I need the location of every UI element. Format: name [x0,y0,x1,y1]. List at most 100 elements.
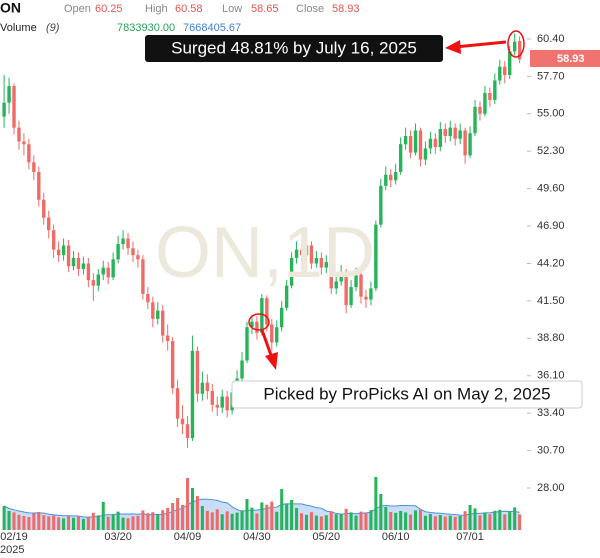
volume-bar [37,512,41,530]
candle-body [146,293,150,303]
volume-bar [12,512,16,530]
candle-body [374,224,378,289]
candle-body [389,174,393,181]
volume-bar [498,509,502,530]
volume-bar [71,517,75,530]
volume-bar [518,514,522,530]
candle-body [71,257,76,267]
volume-bar [300,513,304,530]
candle-body [512,41,517,52]
candle-body [240,360,244,379]
volume-bar [171,503,175,530]
candle-body [508,51,512,75]
volume-bar [260,502,264,530]
candle-body [443,129,447,136]
volume-bar [319,516,323,530]
volume-bar [295,508,299,530]
candle-body [289,257,294,286]
open-value: 60.25 [95,3,123,15]
candle-body [364,296,368,300]
candle-body [185,424,190,439]
candle-body [488,92,492,100]
volume-bar [304,514,308,530]
candle-body [428,138,433,149]
candle-body [275,327,279,343]
x-tick-label: 06/10 [382,531,410,543]
y-tick-label: 28.00 [537,482,565,494]
candle-body [170,341,175,389]
volume-bar [121,517,125,530]
candle-body [483,92,487,114]
candle-body [324,262,329,268]
candle-body [413,130,418,153]
candle-body [111,259,115,278]
candle-body [81,263,86,270]
volume-bar [200,506,204,530]
x-tick-label: 04/30 [243,531,271,543]
candle-body [61,245,66,256]
volume-bar [47,516,51,530]
volume-bar [67,516,71,530]
plot-area: 28.00 30.70 33.40 36.10 38.80 41.50 44.20 46.90… [2,33,565,530]
high-label: High [145,3,168,15]
candle-body [27,144,31,163]
candle-body [116,244,120,260]
candle-body [32,162,36,173]
candle-body [245,327,249,361]
candle-body [250,321,254,328]
price-tag [530,50,600,67]
volume-bar [245,499,249,530]
volume-bar [126,518,130,530]
volume-bar [433,516,437,530]
volume-bar [32,513,36,530]
candle-body [319,257,324,268]
highlight-circle [507,30,525,58]
candle-body [349,287,353,306]
volume-bar [493,510,497,530]
volume-bar [250,507,254,530]
candle-body [309,245,314,264]
arrowhead [265,352,278,370]
candle-body [329,262,333,289]
volume-bar [270,501,274,530]
y-tick-label: 38.80 [537,332,565,344]
volume-bar [473,508,477,530]
y-tick-label: 52.30 [537,145,565,157]
volume-bar [131,516,135,530]
volume-bar [7,511,11,530]
candle-body [408,135,413,153]
volume-bar [453,516,457,530]
candle-body [86,263,91,281]
candle-body [225,396,229,411]
volume-bar [136,515,140,530]
candle-body [493,80,497,100]
candle-body [66,245,71,267]
volume-bar [314,515,318,530]
low-label: Low [222,3,242,15]
candle-body [156,310,160,319]
candle-body [215,404,219,408]
close-value: 58.93 [332,3,360,15]
volume-bar [399,511,403,530]
candle-body [279,307,284,328]
annotation: Picked by ProPicks AI on May 2, 2025 [263,384,550,403]
volume-bar [230,513,234,530]
volume-bar [334,514,338,530]
candle-body [418,130,423,160]
candle-body [369,288,373,300]
volume-bar [176,498,180,530]
volume-bar [483,512,487,530]
volume-bar [324,515,328,530]
volume-bar [423,515,427,530]
candle-body [438,129,443,148]
volume-bar [91,512,95,530]
candle-body [161,310,165,336]
candle-body [498,66,502,81]
candle-body [76,257,81,270]
volume-bar [280,489,284,530]
y-tick-label: 36.10 [537,370,565,382]
candle-body [56,249,61,256]
y-tick-label: 46.90 [537,220,565,232]
candle-body [463,130,467,156]
